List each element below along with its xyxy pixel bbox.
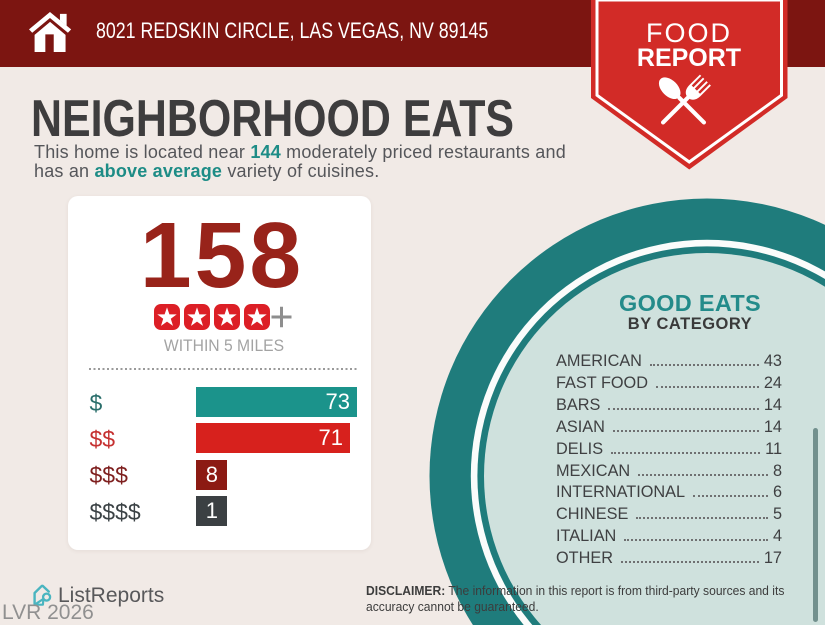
svg-text:REPORT: REPORT: [636, 44, 740, 72]
svg-text:FOOD: FOOD: [646, 18, 732, 48]
